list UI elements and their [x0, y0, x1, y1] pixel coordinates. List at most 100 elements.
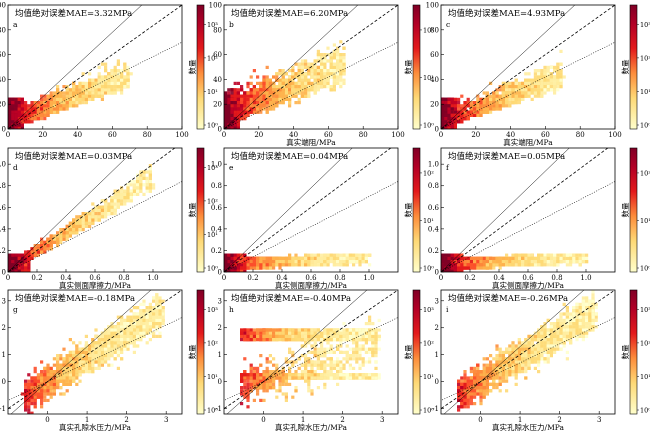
density-cell — [310, 88, 314, 92]
density-cell — [236, 107, 240, 111]
density-cell — [46, 110, 50, 114]
density-cell — [246, 104, 250, 108]
density-cell — [243, 94, 247, 98]
density-cell — [278, 101, 282, 105]
density-cell — [278, 91, 282, 95]
density-cell — [27, 120, 31, 124]
density-cell — [336, 75, 340, 79]
density-cell — [24, 113, 28, 117]
density-cell — [113, 75, 117, 79]
density-cell — [43, 113, 47, 117]
density-cell — [281, 69, 285, 73]
density-cell — [49, 101, 53, 105]
density-cell — [107, 72, 111, 76]
density-cell — [272, 88, 276, 92]
density-cell — [291, 81, 295, 85]
density-cell — [300, 81, 304, 85]
panel-letter: b — [229, 20, 234, 29]
density-cell — [246, 94, 250, 98]
density-cell — [72, 104, 76, 108]
density-cell — [291, 78, 295, 82]
density-cell — [323, 59, 327, 63]
density-cell — [84, 101, 88, 105]
density-cell — [460, 104, 464, 108]
y-tick-label: 100 — [209, 2, 222, 10]
density-cell — [284, 97, 288, 101]
density-cell — [62, 94, 66, 98]
density-cell — [342, 46, 346, 50]
density-cell — [107, 88, 111, 92]
density-cell — [120, 75, 124, 79]
density-cell — [262, 91, 266, 95]
density-cell — [339, 78, 343, 82]
density-cell — [230, 88, 234, 92]
density-cell — [240, 110, 244, 114]
density-cell — [294, 94, 298, 98]
density-cell — [46, 107, 50, 111]
density-cell — [313, 75, 317, 79]
density-cell — [252, 101, 256, 105]
density-cell — [113, 91, 117, 95]
density-cell — [36, 107, 40, 111]
density-cell — [268, 85, 272, 89]
density-cell — [68, 101, 72, 105]
density-cell — [307, 81, 311, 85]
density-cell — [297, 65, 301, 69]
density-cell — [11, 123, 15, 127]
density-cell — [336, 59, 340, 63]
density-cell — [329, 59, 333, 63]
density-cell — [501, 81, 505, 85]
density-cell — [249, 110, 253, 114]
y-tick-label: 80 — [0, 26, 6, 34]
density-cell — [559, 81, 563, 85]
density-cell — [17, 113, 21, 117]
density-cell — [243, 113, 247, 117]
density-cell — [236, 123, 240, 127]
density-cell — [8, 107, 12, 111]
density-cell — [307, 94, 311, 98]
density-cell — [227, 113, 231, 117]
density-cell — [332, 56, 336, 60]
density-cell — [52, 91, 56, 95]
density-cell — [236, 94, 240, 98]
density-cell — [316, 59, 320, 63]
density-cell — [259, 110, 263, 114]
density-cell — [332, 78, 336, 82]
density-cell — [100, 88, 104, 92]
density-cell — [300, 75, 304, 79]
panel-letter: a — [13, 20, 18, 29]
density-cell — [56, 94, 60, 98]
density-cell — [316, 65, 320, 69]
density-cell — [297, 69, 301, 73]
density-cell — [224, 104, 228, 108]
density-cell — [243, 110, 247, 114]
density-cell — [91, 81, 95, 85]
density-cell — [65, 91, 69, 95]
density-cell — [75, 88, 79, 92]
density-cell — [49, 104, 53, 108]
density-cell — [97, 88, 101, 92]
density-cell — [72, 97, 76, 101]
density-cell — [313, 59, 317, 63]
density-cell — [259, 85, 263, 89]
density-cell — [275, 94, 279, 98]
density-cell — [65, 104, 69, 108]
density-cell — [294, 62, 298, 66]
density-cell — [249, 107, 253, 111]
density-cell — [8, 113, 12, 117]
density-cell — [329, 72, 333, 76]
density-cell — [120, 91, 124, 95]
density-cell — [310, 81, 314, 85]
panel-title: 均值绝对误差MAE=6.20MPa — [231, 8, 348, 19]
density-cell — [313, 91, 317, 95]
density-cell — [329, 65, 333, 69]
density-cell — [262, 94, 266, 98]
density-cell — [265, 101, 269, 105]
density-cell — [27, 113, 31, 117]
density-cell — [227, 101, 231, 105]
density-cell — [294, 85, 298, 89]
density-cell — [43, 107, 47, 111]
density-cell — [46, 97, 50, 101]
density-cell — [94, 91, 98, 95]
